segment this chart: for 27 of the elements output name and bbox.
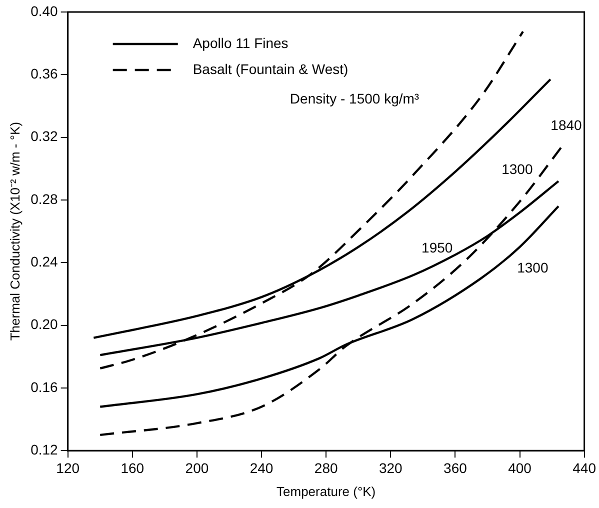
legend-label: Basalt (Fountain & West) <box>192 60 348 77</box>
x-tick-label: 400 <box>508 460 532 476</box>
x-tick-label: 440 <box>572 460 596 476</box>
y-tick-label: 0.24 <box>30 253 58 270</box>
y-tick-label: 0.16 <box>30 378 58 395</box>
y-tick-label: 0.20 <box>30 316 58 332</box>
y-tick-label: 0.40 <box>30 2 58 19</box>
y-tick-label: 0.36 <box>30 66 58 82</box>
x-tick-label: 120 <box>56 460 80 476</box>
annotation: 1840 <box>550 116 582 133</box>
y-tick-label: 0.32 <box>30 128 58 144</box>
legend-label: Apollo 11 Fines <box>192 34 288 51</box>
x-tick-label: 360 <box>444 460 468 476</box>
x-axis-title: Temperature (°K) <box>276 484 376 499</box>
x-tick-label: 200 <box>185 460 209 476</box>
x-tick-label: 240 <box>250 460 274 476</box>
annotation: 1950 <box>422 240 453 256</box>
x-tick-label: 320 <box>378 460 403 476</box>
x-tick-label: 160 <box>120 460 144 476</box>
y-tick-label: 0.28 <box>30 190 58 207</box>
line-series <box>99 146 563 436</box>
y-axis-title: Thermal Conductivity (X10⁻² w/m - °K) <box>7 122 22 341</box>
x-tick-label: 280 <box>314 460 338 476</box>
annotation: Density - 1500 kg/m³ <box>290 90 420 107</box>
annotation: 1300 <box>517 259 548 276</box>
annotation: 1300 <box>502 160 533 177</box>
y-tick-label: 0.12 <box>30 441 58 458</box>
